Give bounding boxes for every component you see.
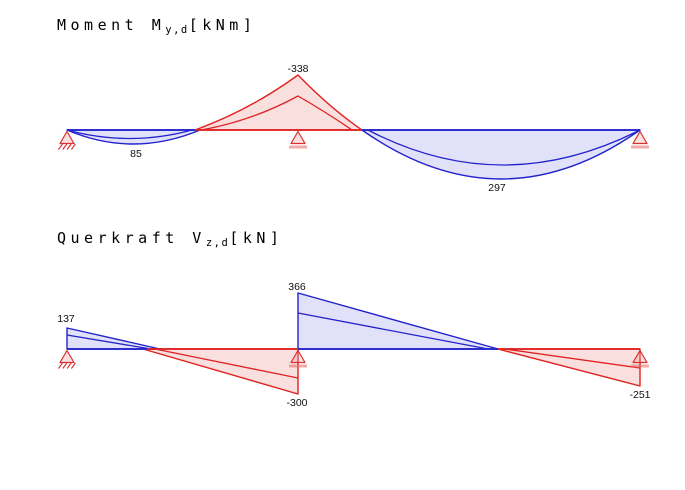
shear-value-label: 137 bbox=[57, 313, 75, 325]
shear-diagram-title: Querkraft Vz,d[kN] bbox=[57, 229, 283, 249]
moment-value-label: 297 bbox=[488, 182, 506, 194]
support-roller-triangle-icon bbox=[290, 130, 306, 145]
support-pin-triangle-icon bbox=[59, 130, 75, 145]
support-roller-triangle-icon bbox=[632, 349, 648, 364]
support-pin-hatch-icon bbox=[58, 143, 63, 150]
moment-title-main: Moment M bbox=[57, 16, 166, 34]
shear-inner-envelope-line bbox=[66, 334, 152, 350]
support-pin-hatch-icon bbox=[66, 362, 72, 369]
support-pin-hatch-icon bbox=[70, 362, 76, 369]
moment-value-label: 85 bbox=[130, 148, 142, 160]
shear-positive-envelope-region bbox=[66, 327, 161, 350]
support-pin-hatch-icon bbox=[70, 143, 76, 150]
moment-title-unit: [kNm] bbox=[188, 16, 257, 34]
shear-value-label: -300 bbox=[286, 397, 307, 409]
shear-inner-envelope-line bbox=[154, 348, 299, 379]
shear-title-unit: [kN] bbox=[229, 229, 284, 247]
support-pin-hatch-icon bbox=[62, 362, 68, 369]
moment-positive-envelope-region bbox=[66, 129, 201, 145]
moment-diagram-title: Moment My,d[kNm] bbox=[57, 16, 256, 36]
shear-diagram: 137 366 -300 -251 bbox=[57, 281, 650, 409]
moment-title-subscript: y,d bbox=[165, 24, 189, 36]
support-roller-triangle-icon bbox=[290, 349, 306, 364]
moment-inner-envelope-line bbox=[66, 129, 193, 140]
moment-positive-envelope-region bbox=[361, 129, 641, 180]
moment-value-label: -338 bbox=[287, 63, 308, 75]
support-pin-hatch-icon bbox=[62, 143, 68, 150]
shear-title-main: Querkraft V bbox=[57, 229, 206, 247]
support-pin-hatch-icon bbox=[66, 143, 72, 150]
moment-inner-envelope-line bbox=[367, 129, 641, 166]
shear-negative-envelope-region bbox=[142, 348, 299, 395]
moment-inner-envelope-line bbox=[200, 95, 353, 131]
shear-inner-envelope-line bbox=[504, 348, 641, 369]
shear-positive-envelope-region bbox=[297, 292, 499, 350]
support-roller-triangle-icon bbox=[632, 130, 648, 145]
shear-negative-envelope-region bbox=[497, 348, 641, 387]
shear-inner-envelope-line bbox=[297, 312, 489, 350]
shear-value-label: 366 bbox=[288, 281, 306, 293]
support-pin-triangle-icon bbox=[59, 349, 75, 364]
moment-negative-envelope-region bbox=[194, 74, 363, 131]
support-pin-hatch-icon bbox=[58, 362, 63, 369]
shear-value-label: -251 bbox=[629, 389, 650, 401]
moment-diagram: -338 85 297 bbox=[58, 63, 649, 194]
shear-title-subscript: z,d bbox=[205, 237, 230, 249]
